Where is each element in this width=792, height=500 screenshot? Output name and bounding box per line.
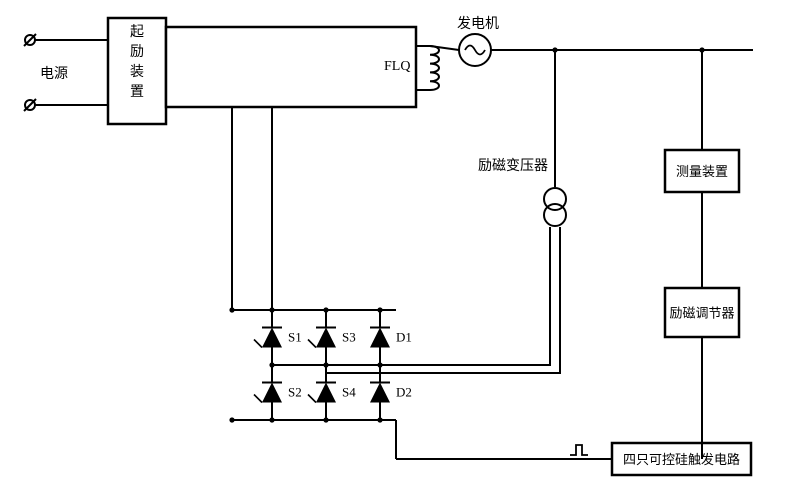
label-S3: S3	[342, 330, 356, 345]
coil-flq	[430, 46, 439, 90]
label-generator: 发电机	[457, 16, 499, 32]
label-regulator: 励磁调节器	[669, 306, 734, 321]
label-trigger: 四只可控硅触发电路	[623, 452, 740, 467]
label-measure: 测量装置	[676, 164, 728, 179]
label-D2: D2	[396, 385, 412, 400]
label-S4: S4	[342, 385, 356, 400]
label-S2: S2	[288, 385, 302, 400]
label-flq: FLQ	[384, 59, 410, 74]
pulse-icon	[570, 445, 588, 455]
thyristor-S4	[316, 383, 336, 403]
thyristor-D1	[370, 328, 390, 348]
circuit-diagram: 电源起励装置FLQ发电机测量装置励磁调节器四只可控硅触发电路励磁变压器S1S3D…	[0, 0, 792, 500]
label-D1: D1	[396, 330, 412, 345]
thyristor-S1	[262, 328, 282, 348]
label-S1: S1	[288, 330, 302, 345]
thyristor-S3	[316, 328, 336, 348]
thyristor-S2	[262, 383, 282, 403]
label-exc-transformer: 励磁变压器	[478, 158, 548, 174]
armature-box	[166, 27, 416, 107]
label-power: 电源	[40, 66, 68, 82]
thyristor-D2	[370, 383, 390, 403]
